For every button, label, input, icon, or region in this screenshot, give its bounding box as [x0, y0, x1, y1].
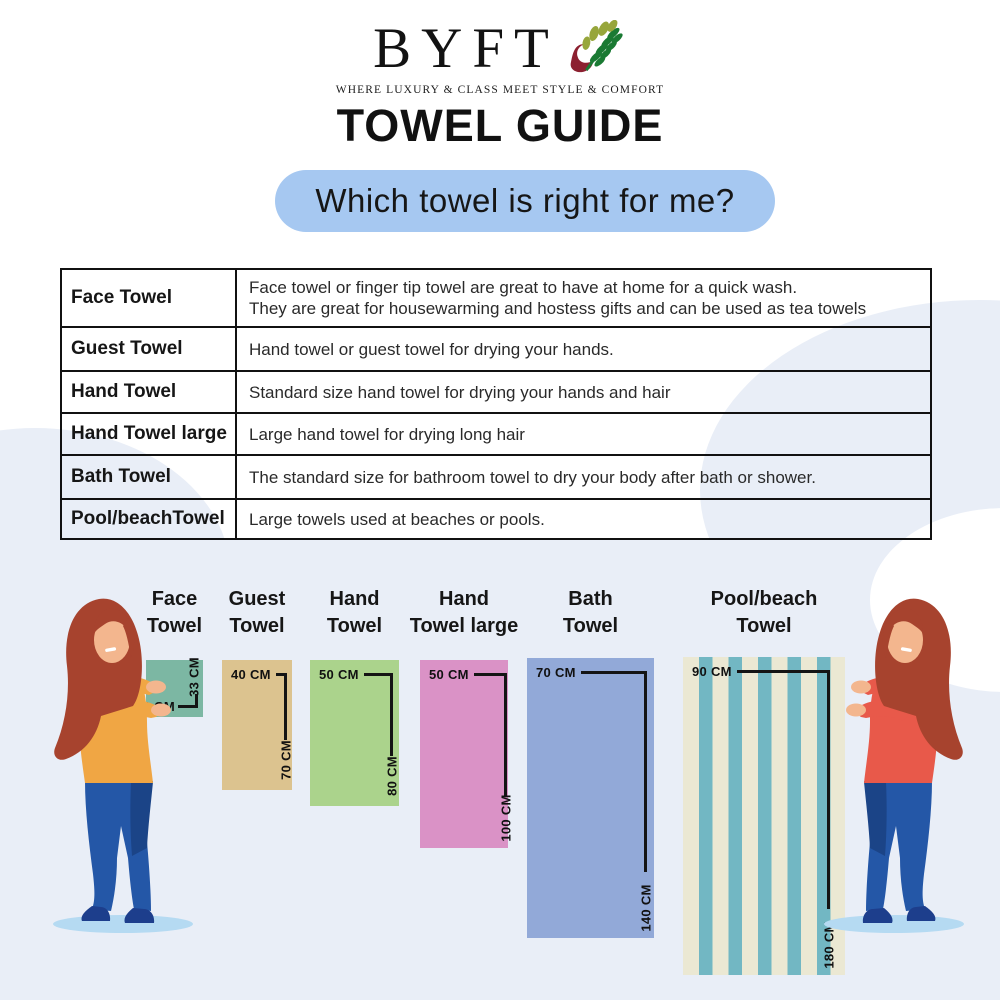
towel-guide-table: Face Towel Face towel or finger tip towel… — [60, 268, 932, 540]
towel-type-description: The standard size for bathroom towel to … — [249, 467, 816, 487]
towel-name-label: Face Towel — [146, 588, 203, 637]
towel-type-description: Large towels used at beaches or pools. — [249, 509, 545, 529]
dimension-line-horizontal — [474, 673, 507, 676]
towel-type-description: Hand towel or guest towel for drying you… — [249, 339, 614, 359]
towel-type-label: Bath Towel — [62, 456, 237, 498]
table-row: Hand Towel large Large hand towel for dry… — [62, 412, 930, 454]
towel-type-label: Hand Towel — [62, 372, 237, 412]
towel-name-label: Bath Towel — [562, 588, 619, 637]
dimension-line-horizontal — [737, 670, 830, 673]
brand-logo: BYFT — [0, 17, 1000, 80]
dimension-line-horizontal — [178, 705, 198, 708]
leaf-sprig-icon — [570, 19, 623, 72]
question-banner: Which towel is right for me? — [275, 170, 775, 232]
towel-height-label: 140 CM — [638, 884, 654, 932]
towel-width-label: 50 CM — [429, 667, 469, 682]
towel-height-label: 80 CM — [384, 756, 400, 796]
illustration-woman-left — [35, 596, 195, 936]
towel-name-label: Pool/beach Towel — [710, 588, 818, 637]
dimension-line-vertical — [827, 670, 830, 909]
dimension-line-vertical — [644, 671, 647, 872]
table-row: Bath Towel The standard size for bathroom… — [62, 454, 930, 498]
towel-width-label: 50 CM — [319, 667, 359, 682]
towel-width-label: 40 CM — [231, 667, 271, 682]
towel-height-label: 70 CM — [278, 740, 294, 780]
towel-type-description: Standard size hand towel for drying your… — [249, 382, 671, 402]
illustration-woman-right — [822, 596, 982, 936]
table-row: Face Towel Face towel or finger tip towel… — [62, 270, 930, 326]
towel-swatch-bath — [527, 658, 654, 938]
table-row: Hand Towel Standard size hand towel for d… — [62, 370, 930, 412]
brand-tagline: WHERE LUXURY & CLASS MEET STYLE & COMFOR… — [335, 84, 665, 96]
towel-type-label: Face Towel — [62, 270, 237, 326]
dimension-line-horizontal — [276, 673, 287, 676]
towel-name-label: Hand Towel — [326, 588, 383, 637]
towel-width-label: 70 CM — [536, 665, 576, 680]
dimension-line-vertical — [390, 673, 393, 756]
towel-type-label: Pool/beachTowel — [62, 500, 237, 538]
table-row: Guest Towel Hand towel or guest towel for… — [62, 326, 930, 370]
towel-type-label: Guest Towel — [62, 328, 237, 370]
brand-name: BYFT — [373, 17, 559, 80]
towel-width-label: 90 CM — [692, 664, 732, 679]
towel-height-label: 100 CM — [498, 794, 514, 842]
towel-swatch-guest — [222, 660, 292, 790]
table-row: Pool/beachTowel Large towels used at beac… — [62, 498, 930, 538]
towel-type-description: Large hand towel for drying long hair — [249, 424, 525, 444]
towel-swatch-pool — [683, 657, 845, 975]
towel-swatch-hand — [310, 660, 399, 806]
towel-type-description: Face towel or finger tip towel are great… — [249, 278, 867, 318]
dimension-line-horizontal — [364, 673, 393, 676]
page-title: TOWEL GUIDE — [336, 100, 664, 151]
towel-swatch-hand-large — [420, 660, 508, 848]
dimension-line-vertical — [284, 673, 287, 740]
towel-type-label: Hand Towel large — [62, 414, 237, 454]
towel-name-label: Hand Towel large — [409, 588, 519, 637]
dimension-line-vertical — [195, 694, 198, 708]
dimension-line-horizontal — [581, 671, 647, 674]
dimension-line-vertical — [504, 673, 507, 796]
towel-name-label: Guest Towel — [228, 588, 286, 637]
